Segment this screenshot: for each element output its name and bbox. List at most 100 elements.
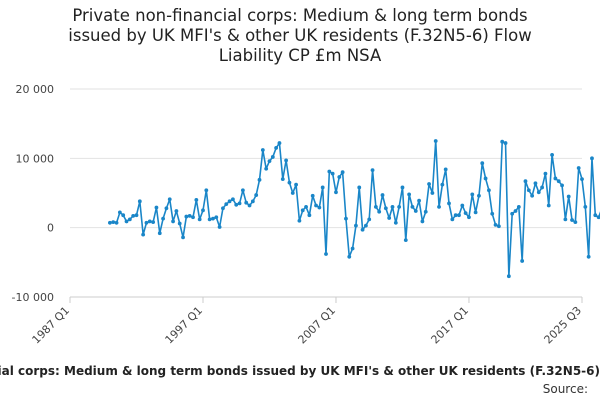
data-point[interactable] [257,177,262,182]
data-point[interactable] [144,220,149,225]
data-point[interactable] [174,209,179,213]
data-point[interactable] [477,193,481,198]
data-point[interactable] [330,171,335,176]
data-point[interactable] [457,213,461,218]
data-point[interactable] [221,206,225,211]
data-point[interactable] [127,217,132,222]
data-point[interactable] [310,193,315,198]
data-point[interactable] [234,202,239,207]
data-point[interactable] [267,159,272,164]
data-point[interactable] [450,217,455,222]
data-point[interactable] [187,213,192,218]
data-point[interactable] [407,192,412,197]
data-point[interactable] [250,199,255,204]
data-point[interactable] [590,156,594,161]
data-point[interactable] [111,220,116,225]
data-point[interactable] [108,220,112,225]
data-point[interactable] [177,221,182,226]
data-point[interactable] [447,201,451,206]
data-point[interactable] [280,177,285,182]
data-point[interactable] [377,209,382,214]
data-point[interactable] [493,222,498,227]
data-point[interactable] [141,232,146,237]
data-point[interactable] [573,220,578,225]
data-point[interactable] [360,227,365,232]
data-point[interactable] [244,200,249,205]
data-point[interactable] [161,216,165,221]
data-point[interactable] [483,176,488,181]
data-point[interactable] [593,213,598,218]
data-point[interactable] [513,209,518,213]
data-point[interactable] [403,238,408,243]
data-point[interactable] [496,224,501,229]
data-point[interactable] [184,214,189,219]
data-point[interactable] [334,190,338,195]
data-point[interactable] [194,198,199,202]
data-point[interactable] [523,179,528,184]
data-point[interactable] [260,148,265,152]
data-point[interactable] [117,210,122,215]
data-point[interactable] [197,217,202,222]
data-point[interactable] [433,139,438,143]
data-point[interactable] [317,205,322,210]
data-point[interactable] [121,213,126,218]
data-point[interactable] [487,188,491,193]
data-point[interactable] [480,161,485,166]
data-point[interactable] [460,203,465,208]
data-point[interactable] [543,171,548,176]
data-point[interactable] [580,177,584,182]
data-point[interactable] [147,219,152,224]
data-point[interactable] [167,197,172,202]
data-point[interactable] [131,213,136,218]
data-point[interactable] [500,139,505,144]
data-point[interactable] [350,246,355,251]
data-point[interactable] [290,191,295,195]
data-point[interactable] [550,152,554,157]
data-point[interactable] [380,193,385,197]
data-point[interactable] [546,203,551,208]
data-point[interactable] [586,254,591,259]
data-point[interactable] [171,219,175,224]
data-point[interactable] [400,185,405,190]
data-point[interactable] [440,182,445,187]
data-point[interactable] [423,209,428,214]
data-point[interactable] [344,216,348,221]
data-point[interactable] [560,183,564,188]
data-point[interactable] [201,208,205,213]
data-point[interactable] [430,191,435,195]
data-point[interactable] [240,188,245,193]
data-point[interactable] [367,217,372,222]
data-point[interactable] [510,211,515,216]
data-point[interactable] [137,199,142,204]
data-point[interactable] [553,176,558,181]
data-point[interactable] [327,169,332,174]
data-point[interactable] [437,204,441,209]
data-point[interactable] [307,213,312,218]
data-point[interactable] [294,182,298,187]
data-point[interactable] [211,216,215,221]
data-point[interactable] [191,215,195,220]
data-point[interactable] [530,193,535,198]
data-point[interactable] [470,192,475,197]
data-point[interactable] [164,206,169,211]
data-point[interactable] [231,197,235,202]
data-point[interactable] [566,194,571,199]
data-point[interactable] [207,217,212,222]
data-point[interactable] [463,211,468,216]
data-point[interactable] [520,259,525,263]
data-point[interactable] [224,202,229,206]
data-point[interactable] [453,213,458,218]
data-point[interactable] [536,190,541,195]
data-point[interactable] [347,254,352,259]
data-point[interactable] [417,198,421,203]
data-point[interactable] [413,209,418,213]
data-point[interactable] [393,220,398,225]
data-point[interactable] [157,231,162,236]
data-point[interactable] [540,185,544,190]
data-point[interactable] [443,167,448,172]
data-point[interactable] [134,213,139,218]
data-point[interactable] [506,274,511,279]
data-point[interactable] [526,188,531,193]
data-point[interactable] [473,210,478,215]
data-point[interactable] [490,211,495,216]
